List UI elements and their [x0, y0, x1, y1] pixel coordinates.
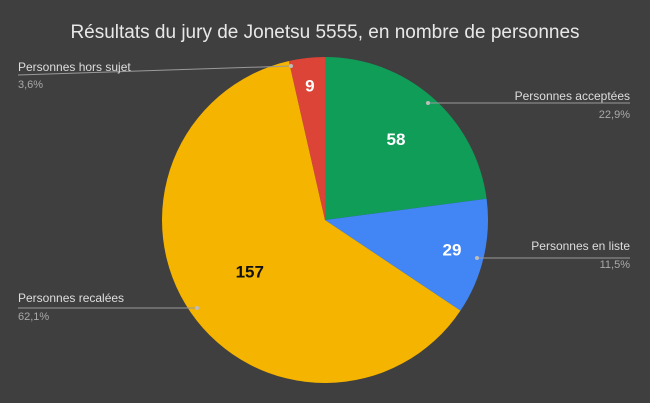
slice-value-label: 58 [386, 130, 405, 149]
callout-anchor-dot [426, 101, 430, 105]
chart-title: Résultats du jury de Jonetsu 5555, en no… [70, 22, 579, 43]
callout-anchor-dot [289, 64, 293, 68]
callout-anchor-dot [195, 306, 199, 310]
callout-percent-label: 11,5% [600, 259, 631, 271]
callout-leader-line [17, 65, 292, 76]
callout-category-label: Personnes hors sujet [18, 60, 131, 74]
pie-slice-3 [162, 61, 461, 384]
callout-percent-label: 22,9% [599, 109, 630, 121]
callout-category-label: Personnes en liste [531, 239, 630, 253]
callout-labels: Personnes acceptées 22,9% Personnes en lis… [17, 60, 631, 323]
slice-value-label: 9 [305, 77, 314, 96]
callout-anchor-dot [475, 256, 479, 260]
slice-value-label: 157 [236, 263, 264, 282]
callout-category-label: Personnes recalées [18, 291, 124, 305]
callout-category-label: Personnes acceptées [515, 89, 630, 103]
slice-value-label: 29 [443, 241, 462, 260]
slice-value-labels: 58 29 157 9 [236, 77, 462, 282]
pie-slice-4 [288, 57, 325, 220]
callout-percent-label: 62,1% [18, 311, 49, 323]
pie-slice-2 [325, 198, 488, 311]
callout-percent-label: 3,6% [18, 79, 43, 91]
pie-slices [162, 57, 488, 384]
pie-slice-1 [325, 57, 487, 220]
